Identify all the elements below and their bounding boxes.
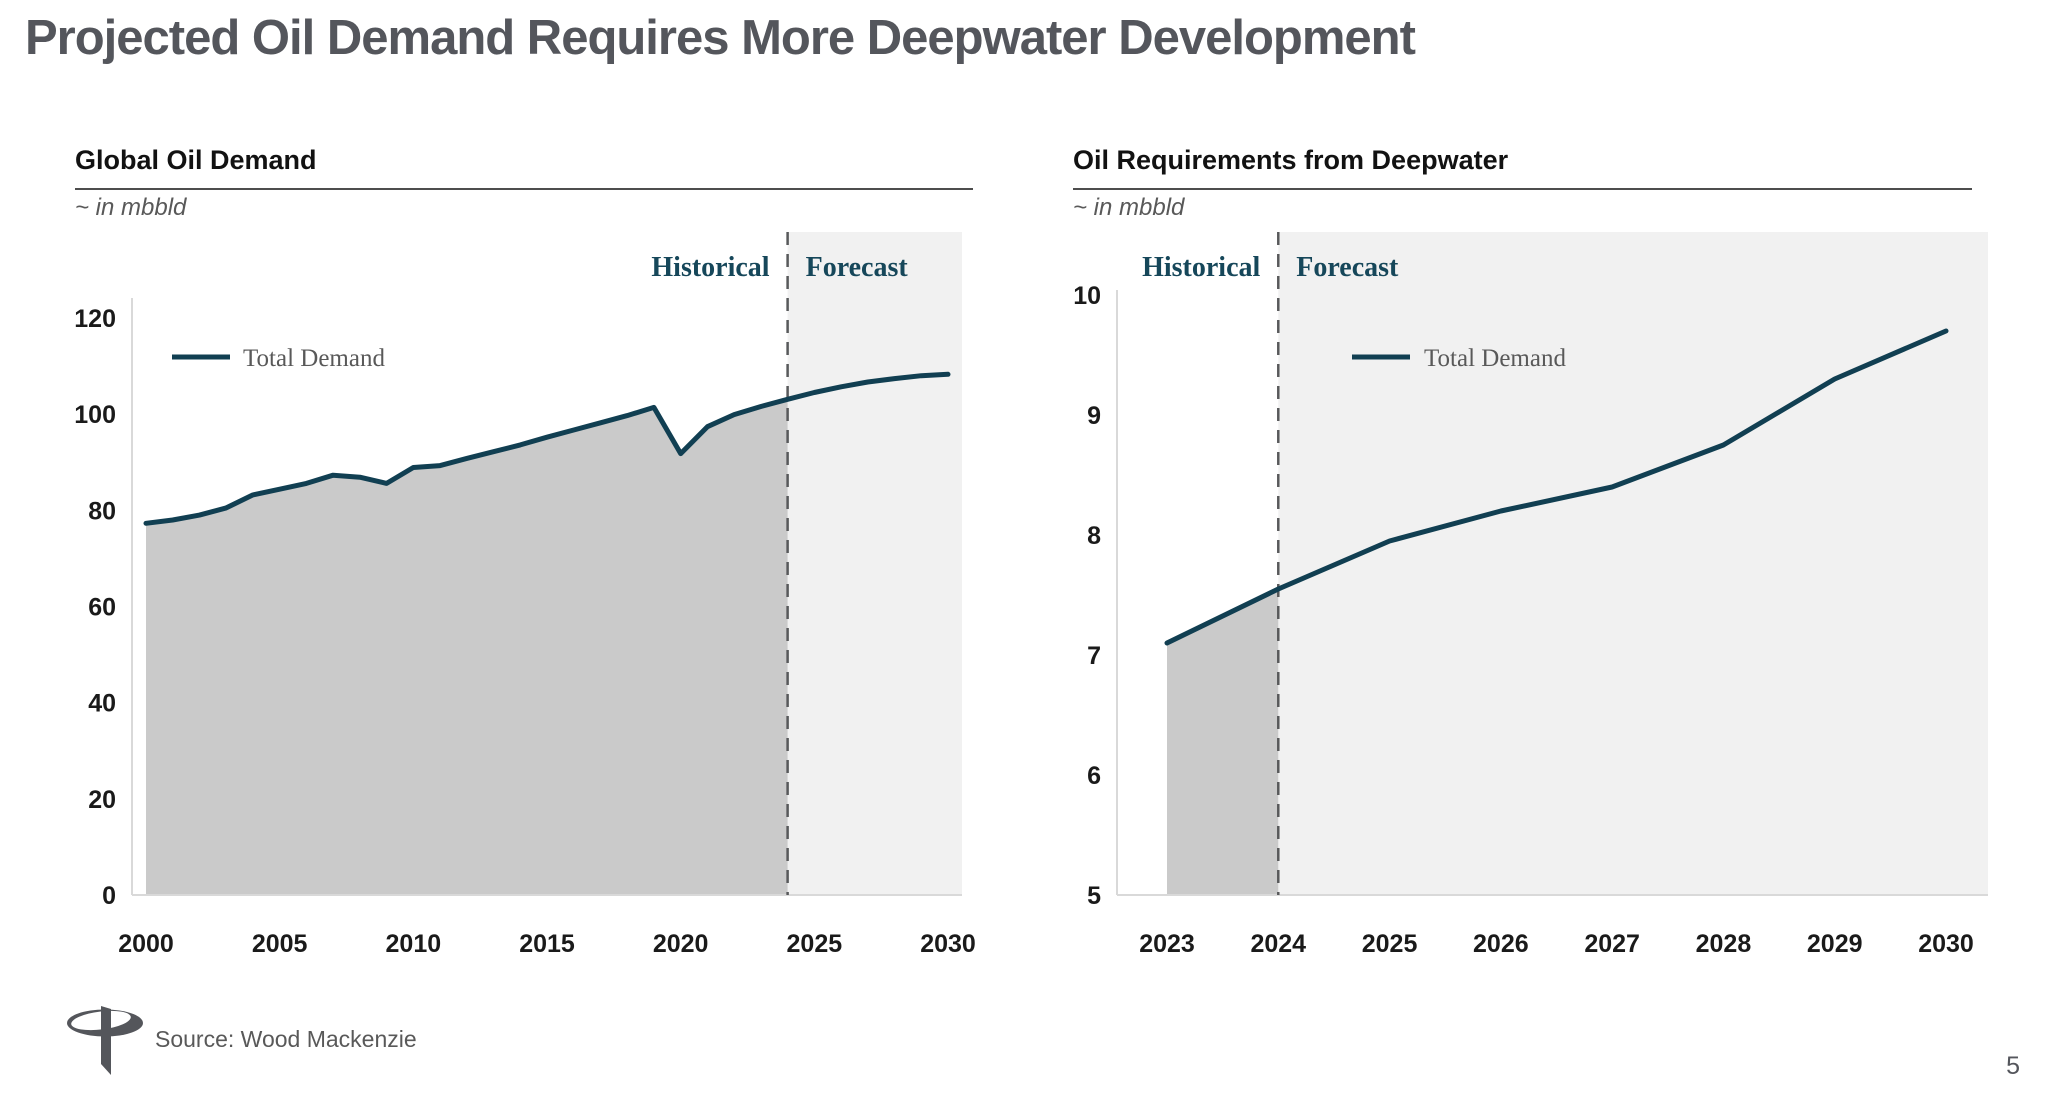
left-chart-title: Global Oil Demand: [75, 145, 317, 175]
x-tick-label: 2025: [787, 930, 843, 958]
left-header-rule: [75, 188, 973, 191]
y-tick-label: 80: [88, 497, 116, 525]
y-tick-label: 5: [1087, 882, 1101, 910]
y-tick-label: 120: [74, 305, 116, 333]
total-demand-line: [143, 371, 951, 526]
x-tick-label: 2024: [1250, 930, 1306, 958]
y-tick-label: 6: [1087, 762, 1101, 790]
legend-label: Total Demand: [243, 345, 385, 372]
x-tick-label: 2028: [1696, 930, 1752, 958]
y-tick-label: 9: [1087, 402, 1101, 430]
slide-title: Projected Oil Demand Requires More Deepw…: [25, 11, 1416, 65]
legend-label: Total Demand: [1424, 345, 1566, 372]
x-tick-label: 2030: [1918, 930, 1974, 958]
x-tick-label: 2015: [519, 930, 575, 958]
y-tick-label: 100: [74, 401, 116, 429]
x-tick-label: 2023: [1139, 930, 1195, 958]
y-tick-label: 8: [1087, 522, 1101, 550]
y-tick-label: 60: [88, 594, 116, 622]
x-tick-label: 2005: [252, 930, 308, 958]
source-note: Source: Wood Mackenzie: [155, 1026, 417, 1052]
right-header-rule: [1073, 188, 1972, 191]
y-tick-label: 20: [88, 786, 116, 814]
x-tick-label: 2010: [386, 930, 442, 958]
forecast-band: [1278, 232, 1988, 895]
y-tick-label: 0: [102, 882, 116, 910]
y-tick-label: 10: [1073, 282, 1101, 310]
forecast-label: Forecast: [1296, 252, 1399, 283]
x-tick-label: 2000: [118, 930, 174, 958]
total-demand-line: [1164, 328, 1949, 646]
historical-label: Historical: [651, 252, 769, 283]
page-number: 5: [2006, 1052, 2020, 1080]
left-panel-header: Global Oil Demand ~ in mbbld: [75, 144, 973, 222]
historical-label: Historical: [1142, 252, 1260, 283]
forecast-label: Forecast: [806, 252, 909, 283]
x-tick-label: 2030: [920, 930, 976, 958]
logo-blade: [101, 1006, 111, 1075]
historical-area-fill: [146, 399, 788, 895]
x-tick-label: 2027: [1584, 930, 1640, 958]
left-unit-note: ~ in mbbld: [75, 194, 187, 222]
y-tick-label: 40: [88, 690, 116, 718]
x-tick-label: 2029: [1807, 930, 1863, 958]
x-tick-label: 2026: [1473, 930, 1529, 958]
tidewater-logo: [67, 1006, 143, 1075]
right-chart-title: Oil Requirements from Deepwater: [1073, 145, 1509, 175]
right-panel-header: Oil Requirements from Deepwater ~ in mbb…: [1073, 144, 1972, 222]
x-tick-label: 2020: [653, 930, 709, 958]
historical-area-fill: [1167, 589, 1279, 895]
right-unit-note: ~ in mbbld: [1073, 194, 1185, 222]
y-tick-label: 7: [1087, 642, 1101, 670]
x-tick-label: 2025: [1362, 930, 1418, 958]
forecast-band: [787, 232, 962, 895]
